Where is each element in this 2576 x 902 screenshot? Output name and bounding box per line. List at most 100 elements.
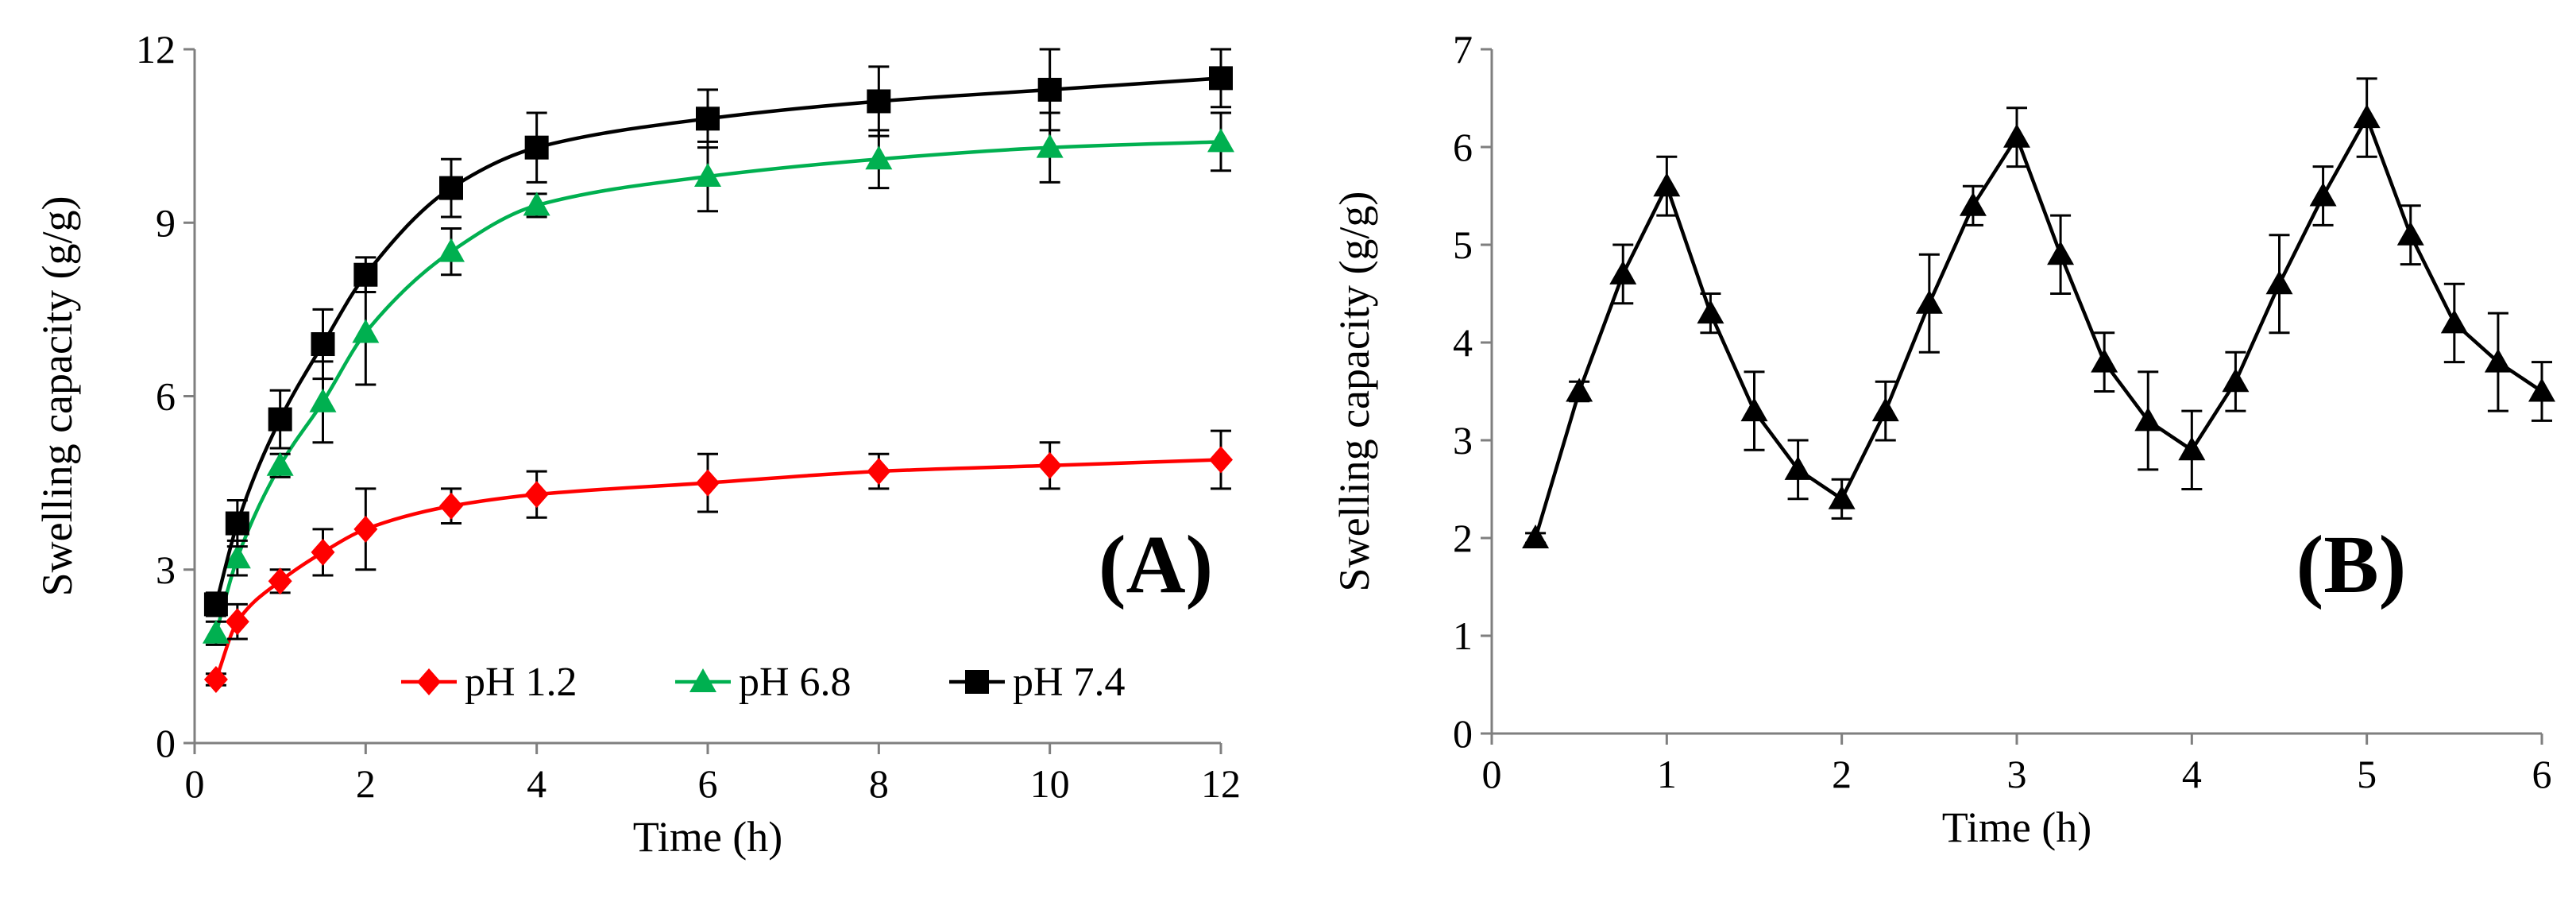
y-axis-title: Swelling capacity (g/g): [33, 196, 81, 597]
data-point: [1036, 134, 1064, 158]
x-tick-label: 6: [698, 761, 718, 806]
panel-label: (B): [2296, 519, 2407, 610]
panel-label: (A): [1099, 519, 1213, 610]
data-point: [353, 262, 378, 287]
series-line: [1533, 113, 2543, 539]
legend-label: pH 7.4: [1013, 660, 1126, 705]
data-point: [225, 511, 249, 536]
data-point: [268, 567, 292, 595]
data-point: [225, 608, 249, 636]
data-point: [1209, 66, 1233, 91]
x-tick-label: 4: [2182, 752, 2202, 796]
data-point: [524, 135, 549, 160]
data-point: [311, 538, 335, 566]
legend-item: pH 6.8: [675, 660, 852, 705]
data-point: [2047, 241, 2075, 265]
x-tick-label: 6: [2532, 752, 2552, 796]
x-tick-label: 8: [869, 761, 889, 806]
data-point: [352, 319, 380, 343]
series-ph-6.8: [202, 111, 1234, 646]
data-point: [2178, 436, 2206, 461]
data-point: [2396, 221, 2424, 246]
data-point: [2222, 368, 2250, 393]
series-ph-7.4: [203, 48, 1233, 617]
y-tick-label: 3: [156, 548, 176, 592]
x-tick-label: 2: [1832, 752, 1852, 796]
data-point: [2309, 182, 2337, 207]
x-tick-label: 4: [527, 761, 546, 806]
chart-b: 0 1 2 3 4 5 6 7 0 1 2 3 4 5 6 Time (h) Swelling capacity…: [1330, 27, 2555, 851]
data-point: [865, 145, 893, 170]
data-point: [1037, 77, 1062, 102]
legend-item: pH 1.2: [401, 660, 577, 705]
series-0: [1522, 77, 2555, 548]
legend: pH 1.2 pH 6.8 pH 7.4: [401, 660, 1126, 705]
data-point: [696, 469, 720, 497]
y-tick-label: 7: [1453, 27, 1473, 72]
legend-marker: [689, 668, 716, 692]
data-point: [1522, 525, 1550, 548]
x-axis-title: Time (h): [633, 813, 783, 861]
data-point: [1784, 455, 1812, 480]
data-point: [523, 192, 550, 216]
data-point: [268, 407, 292, 432]
data-point: [1915, 289, 1943, 314]
data-point: [202, 619, 230, 644]
y-tick-label: 3: [1453, 418, 1473, 463]
data-point: [353, 515, 378, 543]
y-tick-label: 2: [1453, 516, 1473, 560]
data-point: [1566, 377, 1593, 402]
data-point: [266, 451, 294, 476]
data-point: [1959, 192, 1987, 216]
data-point: [1653, 172, 1681, 197]
data-point: [1740, 397, 1768, 422]
data-point: [439, 176, 463, 200]
y-axis-title: Swelling capacity (g/g): [1330, 192, 1378, 592]
x-tick-label: 1: [1657, 752, 1677, 796]
y-tick-label: 4: [1453, 320, 1473, 365]
data-point: [1828, 485, 1856, 509]
data-point: [524, 481, 549, 509]
y-tick-label: 0: [1453, 711, 1473, 756]
data-point: [1697, 300, 1724, 324]
y-tick-label: 5: [1453, 223, 1473, 267]
data-point: [2134, 407, 2162, 432]
y-tick-label: 12: [136, 27, 176, 72]
legend-marker: [965, 670, 989, 694]
data-point: [2528, 377, 2555, 402]
y-tick-label: 9: [156, 200, 176, 245]
data-point: [1209, 446, 1233, 474]
x-tick-label: 3: [2007, 752, 2027, 796]
y-tick-label: 0: [156, 721, 176, 765]
chart-a: 0 3 6 9 12 0 2 4 6 8 10 12 Time (h) Swelling capacity…: [33, 27, 1241, 861]
y-tick-label: 6: [1453, 125, 1473, 169]
data-point: [203, 665, 228, 693]
data-point: [2440, 309, 2468, 334]
data-point: [1207, 128, 1234, 153]
data-point: [694, 163, 721, 188]
data-point: [311, 332, 335, 357]
data-point: [203, 592, 228, 617]
data-point: [1037, 451, 1062, 479]
x-tick-label: 5: [2357, 752, 2377, 796]
data-point: [1871, 397, 1899, 422]
x-tick-label: 10: [1030, 761, 1070, 806]
data-point: [309, 388, 337, 412]
data-point: [2353, 104, 2381, 129]
y-tick-label: 1: [1453, 614, 1473, 658]
x-tick-label: 12: [1201, 761, 1241, 806]
data-point: [696, 106, 720, 131]
x-axis-title: Time (h): [1942, 803, 2092, 851]
data-point: [867, 458, 891, 486]
series-ph-1.2: [203, 429, 1233, 693]
data-point: [2003, 123, 2030, 148]
data-point: [223, 544, 251, 569]
data-point: [439, 492, 463, 520]
legend-item: pH 7.4: [949, 660, 1126, 705]
legend-label: pH 6.8: [739, 660, 852, 705]
x-tick-label: 0: [185, 761, 205, 806]
x-tick-label: 0: [1482, 752, 1502, 796]
data-point: [2484, 348, 2512, 373]
data-point: [2091, 348, 2118, 373]
